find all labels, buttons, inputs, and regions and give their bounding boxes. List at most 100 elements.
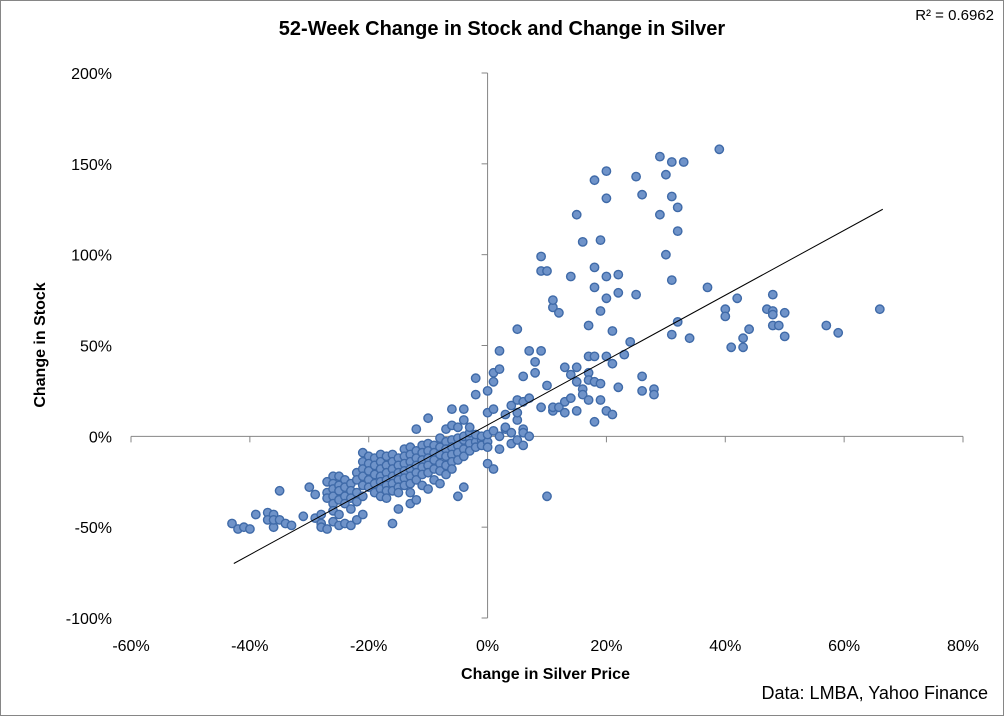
data-point — [250, 509, 261, 520]
data-point — [512, 435, 523, 445]
data-point — [435, 478, 445, 489]
data-point — [452, 422, 463, 433]
data-point — [637, 385, 647, 396]
data-point — [672, 226, 683, 237]
data-point — [470, 373, 481, 384]
x-tick-label: -40% — [231, 638, 268, 655]
x-tick: 40% — [709, 436, 741, 655]
data-point — [494, 444, 505, 454]
x-tick-label: 60% — [828, 638, 860, 655]
trendline-group — [233, 208, 884, 564]
data-point — [452, 491, 463, 502]
data-point — [298, 511, 309, 522]
data-point — [649, 389, 659, 400]
data-point — [488, 464, 499, 474]
data-point — [738, 342, 748, 353]
data-point — [345, 520, 356, 531]
data-point — [274, 485, 285, 496]
y-tick-label: -100% — [66, 611, 112, 628]
data-point — [310, 489, 321, 500]
x-tick-label: 40% — [709, 638, 741, 655]
data-point — [524, 431, 535, 442]
x-tick-label: 20% — [590, 638, 622, 655]
data-point — [423, 484, 433, 494]
data-point — [554, 307, 564, 318]
data-point — [702, 282, 713, 293]
data-point — [589, 416, 600, 427]
x-tick-label: -20% — [350, 638, 387, 655]
y-tick-label: 0% — [89, 429, 112, 446]
data-point — [613, 382, 624, 393]
data-point — [678, 157, 689, 167]
data-points — [227, 144, 885, 534]
y-tick-label: 50% — [80, 339, 112, 356]
data-point — [518, 440, 529, 451]
x-tick-label: -60% — [112, 638, 149, 655]
data-point — [595, 235, 606, 246]
data-point — [631, 289, 641, 300]
x-tick: -20% — [350, 436, 387, 655]
data-point — [500, 422, 511, 433]
data-point — [666, 191, 677, 202]
data-point — [488, 404, 499, 414]
data-point — [286, 520, 297, 531]
data-point — [458, 404, 469, 414]
data-point — [458, 482, 469, 493]
data-point — [464, 422, 475, 433]
data-point — [393, 504, 404, 514]
data-point — [559, 362, 570, 373]
x-tick: 20% — [590, 436, 622, 655]
y-tick: -100% — [66, 611, 488, 628]
data-point — [482, 385, 493, 396]
data-point — [542, 380, 552, 391]
data-point — [655, 151, 665, 162]
data-point — [554, 402, 564, 413]
data-point — [351, 515, 362, 525]
data-point — [661, 169, 671, 180]
trendline — [233, 208, 884, 564]
data-point — [405, 487, 416, 498]
data-point — [607, 358, 618, 369]
y-tick-label: -50% — [75, 520, 112, 537]
data-point — [393, 487, 404, 498]
data-point — [548, 295, 558, 305]
data-point — [577, 236, 588, 247]
data-point — [458, 451, 469, 462]
data-point — [779, 331, 790, 342]
data-point — [571, 405, 582, 416]
data-point — [565, 271, 576, 282]
x-tick: 80% — [947, 436, 979, 655]
data-point — [536, 345, 546, 356]
y-tick-label: 100% — [71, 248, 112, 265]
data-point — [441, 469, 451, 480]
y-tick: 100% — [71, 248, 488, 265]
data-point — [767, 309, 778, 320]
data-point — [655, 209, 665, 220]
data-point — [607, 409, 618, 420]
data-point — [530, 356, 540, 367]
data-point — [458, 415, 469, 425]
data-point — [446, 404, 457, 414]
data-point — [601, 271, 612, 282]
data-point — [357, 509, 368, 520]
data-point — [470, 389, 481, 400]
data-point — [536, 251, 546, 262]
data-point — [601, 293, 612, 304]
data-point — [661, 249, 671, 260]
data-point — [571, 376, 582, 387]
r-squared-annotation: R² = 0.6962 — [915, 7, 994, 24]
data-point — [571, 362, 582, 373]
data-point — [482, 442, 493, 453]
data-point — [411, 424, 422, 434]
data-point — [536, 402, 546, 413]
data-point — [411, 494, 422, 505]
data-point — [613, 269, 624, 280]
data-point — [227, 518, 237, 529]
data-point — [744, 324, 754, 335]
x-tick: 60% — [828, 436, 860, 655]
data-point — [607, 326, 618, 336]
data-point — [684, 333, 695, 344]
y-tick-label: 200% — [71, 66, 112, 83]
data-point — [613, 287, 624, 298]
